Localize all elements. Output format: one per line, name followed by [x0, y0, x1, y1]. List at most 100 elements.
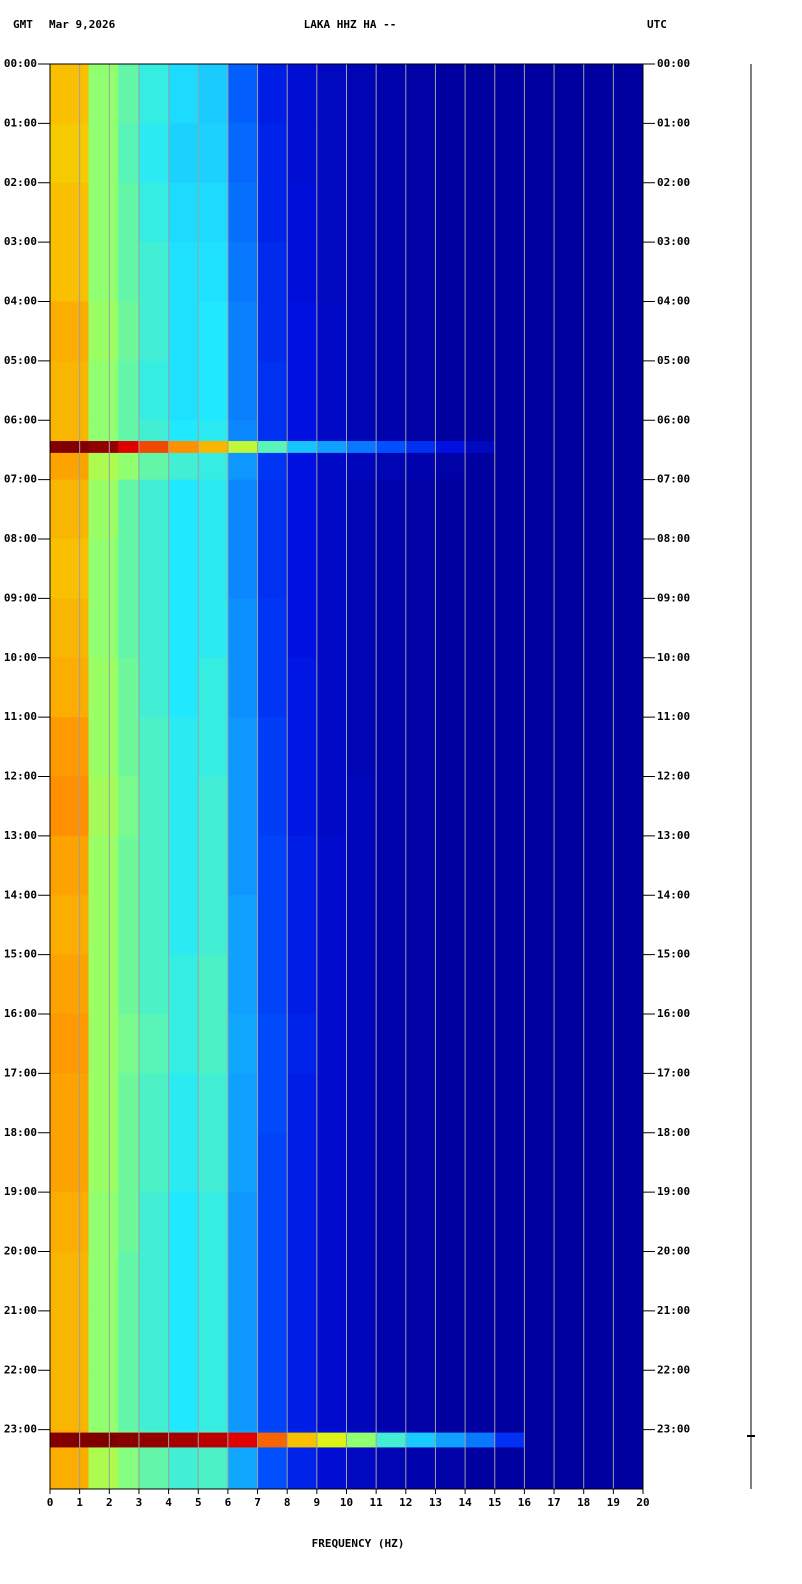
cell: [405, 479, 436, 540]
cell: [257, 835, 288, 896]
cell: [138, 1447, 170, 1490]
cell: [50, 182, 90, 243]
cell: [198, 1132, 229, 1193]
x-tick-label: 3: [136, 1496, 143, 1509]
cell: [287, 895, 318, 956]
cell: [465, 452, 496, 481]
cell: [405, 1432, 436, 1448]
cell: [316, 1432, 347, 1448]
cell: [554, 301, 585, 362]
cell: [524, 479, 555, 540]
cell: [118, 598, 140, 659]
cell: [405, 420, 436, 442]
cell: [613, 776, 644, 837]
cell: [554, 452, 585, 481]
cell: [524, 1310, 555, 1371]
cell: [50, 1192, 90, 1252]
cell: [50, 1429, 90, 1434]
cell: [50, 1310, 90, 1371]
cell: [198, 123, 229, 184]
cell: [405, 539, 436, 599]
y-tick-label-right: 13:00: [657, 829, 690, 842]
y-tick-label: 23:00: [4, 1423, 37, 1436]
cell: [346, 1429, 377, 1434]
y-tick-label-right: 22:00: [657, 1363, 690, 1376]
cell: [554, 1192, 585, 1252]
cell: [168, 182, 199, 243]
cell: [287, 835, 318, 896]
cell: [494, 420, 525, 442]
cell: [583, 1014, 614, 1074]
cell: [613, 242, 644, 302]
cell: [465, 182, 496, 243]
cell: [257, 1014, 288, 1074]
cell: [227, 1251, 259, 1312]
cell: [376, 479, 407, 540]
cell: [227, 776, 259, 837]
x-tick-label: 18: [577, 1496, 590, 1509]
cell: [376, 835, 407, 896]
y-tick-label: 08:00: [4, 532, 37, 545]
cell: [227, 1014, 259, 1074]
y-tick-label: 05:00: [4, 354, 37, 367]
cell: [198, 1014, 229, 1074]
cell: [524, 835, 555, 896]
y-tick-label: 22:00: [4, 1363, 37, 1376]
cell: [118, 1370, 140, 1431]
cell: [524, 360, 555, 421]
cell: [198, 835, 229, 896]
cell: [465, 717, 496, 777]
cell: [465, 301, 496, 362]
cell: [613, 598, 644, 659]
cell: [435, 657, 466, 718]
cell: [168, 1073, 199, 1134]
cell: [583, 1447, 614, 1490]
cell: [613, 123, 644, 184]
cell: [613, 539, 644, 599]
cell: [316, 420, 347, 442]
cell: [435, 420, 466, 442]
cell: [465, 657, 496, 718]
cell: [405, 1132, 436, 1193]
cell: [613, 479, 644, 540]
cell: [583, 1073, 614, 1134]
cell: [554, 657, 585, 718]
cell: [465, 1310, 496, 1371]
cell: [198, 1192, 229, 1252]
cell: [346, 717, 377, 777]
cell: [287, 64, 318, 124]
cell: [287, 1192, 318, 1252]
cell: [435, 301, 466, 362]
cell: [346, 123, 377, 184]
cell: [583, 123, 614, 184]
cell: [465, 598, 496, 659]
cell: [168, 123, 199, 184]
cell: [554, 360, 585, 421]
cell: [88, 1310, 119, 1371]
cell: [198, 1251, 229, 1312]
cell: [524, 123, 555, 184]
cell: [346, 657, 377, 718]
cell: [376, 360, 407, 421]
cell: [88, 242, 119, 302]
cell: [138, 301, 170, 362]
cell: [168, 717, 199, 777]
cell: [138, 1310, 170, 1371]
cell: [583, 360, 614, 421]
cell: [138, 835, 170, 896]
cell: [405, 360, 436, 421]
y-tick-label-right: 07:00: [657, 473, 690, 486]
cell: [168, 1432, 199, 1448]
cell: [50, 539, 90, 599]
cell: [554, 1073, 585, 1134]
cell: [376, 1432, 407, 1448]
cell: [613, 452, 644, 481]
cell: [287, 1429, 318, 1434]
y-tick-label: 07:00: [4, 473, 37, 486]
cell: [554, 895, 585, 956]
y-tick-label: 04:00: [4, 295, 37, 308]
cell: [346, 420, 377, 442]
y-tick-label: 10:00: [4, 651, 37, 664]
cell: [88, 452, 119, 481]
